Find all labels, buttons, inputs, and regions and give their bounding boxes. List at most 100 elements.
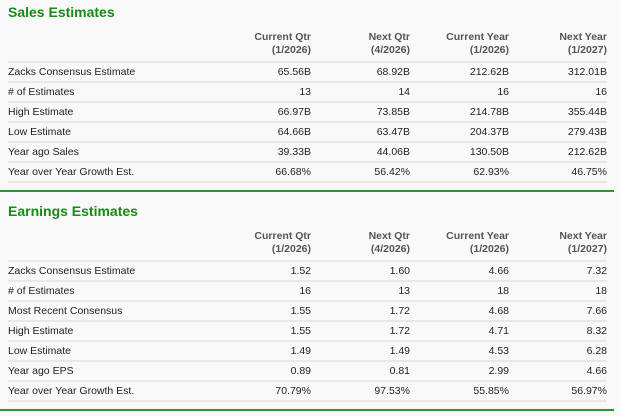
cell-value: 16 (509, 82, 607, 103)
sales-estimates-table: Current Qtr (1/2026) Next Qtr (4/2026) Curre… (8, 31, 607, 183)
column-header: Current Qtr (1/2026) (210, 31, 311, 63)
cell-value: 212.62B (410, 62, 509, 83)
earnings-estimates-title: Earnings Estimates (8, 203, 138, 219)
sales-estimates-title: Sales Estimates (8, 4, 115, 20)
column-period: (1/2027) (567, 44, 607, 56)
row-label: High Estimate (8, 102, 210, 123)
column-header: Next Qtr (4/2026) (311, 230, 410, 262)
row-label: Zacks Consensus Estimate (8, 261, 210, 282)
cell-value: 212.62B (509, 142, 607, 163)
cell-value: 279.43B (509, 122, 607, 143)
row-label: Year ago EPS (8, 361, 210, 382)
row-label: Most Recent Consensus (8, 301, 210, 322)
column-header: Next Year (1/2027) (509, 31, 607, 63)
column-name: Current Qtr (254, 230, 311, 242)
cell-value: 55.85% (410, 381, 509, 402)
cell-value: 18 (410, 281, 509, 302)
cell-value: 18 (509, 281, 607, 302)
cell-value: 1.49 (311, 341, 410, 362)
table-row: Zacks Consensus Estimate 65.56B 68.92B 212.… (8, 62, 607, 83)
cell-value: 46.75% (509, 162, 607, 183)
cell-value: 14 (311, 82, 410, 103)
cell-value: 355.44B (509, 102, 607, 123)
column-period: (4/2026) (370, 44, 410, 56)
row-label: Year over Year Growth Est. (8, 381, 210, 402)
cell-value: 73.85B (311, 102, 410, 123)
cell-value: 4.66 (410, 261, 509, 282)
column-period: (4/2026) (370, 243, 410, 255)
table-row: Year ago Sales 39.33B 44.06B 130.50B 212.62B (8, 142, 607, 163)
cell-value: 56.97% (509, 381, 607, 402)
row-label: Low Estimate (8, 122, 210, 143)
column-name: Next Qtr (368, 230, 410, 242)
table-row: Low Estimate 64.66B 63.47B 204.37B 279.43B (8, 122, 607, 143)
cell-value: 204.37B (410, 122, 509, 143)
column-period: (1/2026) (271, 243, 311, 255)
row-label: High Estimate (8, 321, 210, 342)
cell-value: 13 (210, 82, 311, 103)
cell-value: 44.06B (311, 142, 410, 163)
cell-value: 16 (210, 281, 311, 302)
column-name: Next Year (559, 31, 607, 43)
cell-value: 7.66 (509, 301, 607, 322)
row-label: Year over Year Growth Est. (8, 162, 210, 183)
row-label: # of Estimates (8, 281, 210, 302)
column-period: (1/2026) (271, 44, 311, 56)
cell-value: 68.92B (311, 62, 410, 83)
cell-value: 70.79% (210, 381, 311, 402)
cell-value: 1.49 (210, 341, 311, 362)
column-header: Current Year (1/2026) (410, 31, 509, 63)
column-period: (1/2026) (469, 44, 509, 56)
table-row: Zacks Consensus Estimate 1.52 1.60 4.66 7.32 (8, 261, 607, 282)
cell-value: 56.42% (311, 162, 410, 183)
cell-value: 4.68 (410, 301, 509, 322)
table-row: Year ago EPS 0.89 0.81 2.99 4.66 (8, 361, 607, 382)
table-row: Year over Year Growth Est. 66.68% 56.42% 62… (8, 162, 607, 183)
cell-value: 16 (410, 82, 509, 103)
cell-value: 63.47B (311, 122, 410, 143)
cell-value: 312.01B (509, 62, 607, 83)
cell-value: 1.55 (210, 321, 311, 342)
row-label: # of Estimates (8, 82, 210, 103)
row-label: Year ago Sales (8, 142, 210, 163)
column-name: Next Qtr (368, 31, 410, 43)
column-name: Current Year (446, 31, 509, 43)
cell-value: 4.71 (410, 321, 509, 342)
column-header: Current Qtr (1/2026) (210, 230, 311, 262)
cell-value: 62.93% (410, 162, 509, 183)
column-name: Current Year (446, 230, 509, 242)
header-row: Current Qtr (1/2026) Next Qtr (4/2026) Curre… (8, 230, 607, 262)
cell-value: 66.97B (210, 102, 311, 123)
cell-value: 39.33B (210, 142, 311, 163)
cell-value: 64.66B (210, 122, 311, 143)
cell-value: 1.60 (311, 261, 410, 282)
table-row: Most Recent Consensus 1.55 1.72 4.68 7.66 (8, 301, 607, 322)
section-divider (0, 190, 614, 192)
table-row: High Estimate 1.55 1.72 4.71 8.32 (8, 321, 607, 342)
table-row: Year over Year Growth Est. 70.79% 97.53% 55… (8, 381, 607, 402)
column-period: (1/2026) (469, 243, 509, 255)
cell-value: 4.53 (410, 341, 509, 362)
table-row: Low Estimate 1.49 1.49 4.53 6.28 (8, 341, 607, 362)
earnings-estimates-table: Current Qtr (1/2026) Next Qtr (4/2026) Curre… (8, 230, 607, 402)
cell-value: 130.50B (410, 142, 509, 163)
cell-value: 65.56B (210, 62, 311, 83)
column-header: Next Year (1/2027) (509, 230, 607, 262)
column-header: Current Year (1/2026) (410, 230, 509, 262)
cell-value: 13 (311, 281, 410, 302)
cell-value: 1.52 (210, 261, 311, 282)
column-name: Next Year (559, 230, 607, 242)
cell-value: 2.99 (410, 361, 509, 382)
column-header: Next Qtr (4/2026) (311, 31, 410, 63)
cell-value: 6.28 (509, 341, 607, 362)
table-row: High Estimate 66.97B 73.85B 214.78B 355.44B (8, 102, 607, 123)
column-name: Current Qtr (254, 31, 311, 43)
section-divider (0, 409, 614, 411)
cell-value: 1.55 (210, 301, 311, 322)
header-blank (8, 230, 210, 262)
cell-value: 1.72 (311, 321, 410, 342)
table-row: # of Estimates 16 13 18 18 (8, 281, 607, 302)
cell-value: 0.89 (210, 361, 311, 382)
header-blank (8, 31, 210, 63)
cell-value: 4.66 (509, 361, 607, 382)
